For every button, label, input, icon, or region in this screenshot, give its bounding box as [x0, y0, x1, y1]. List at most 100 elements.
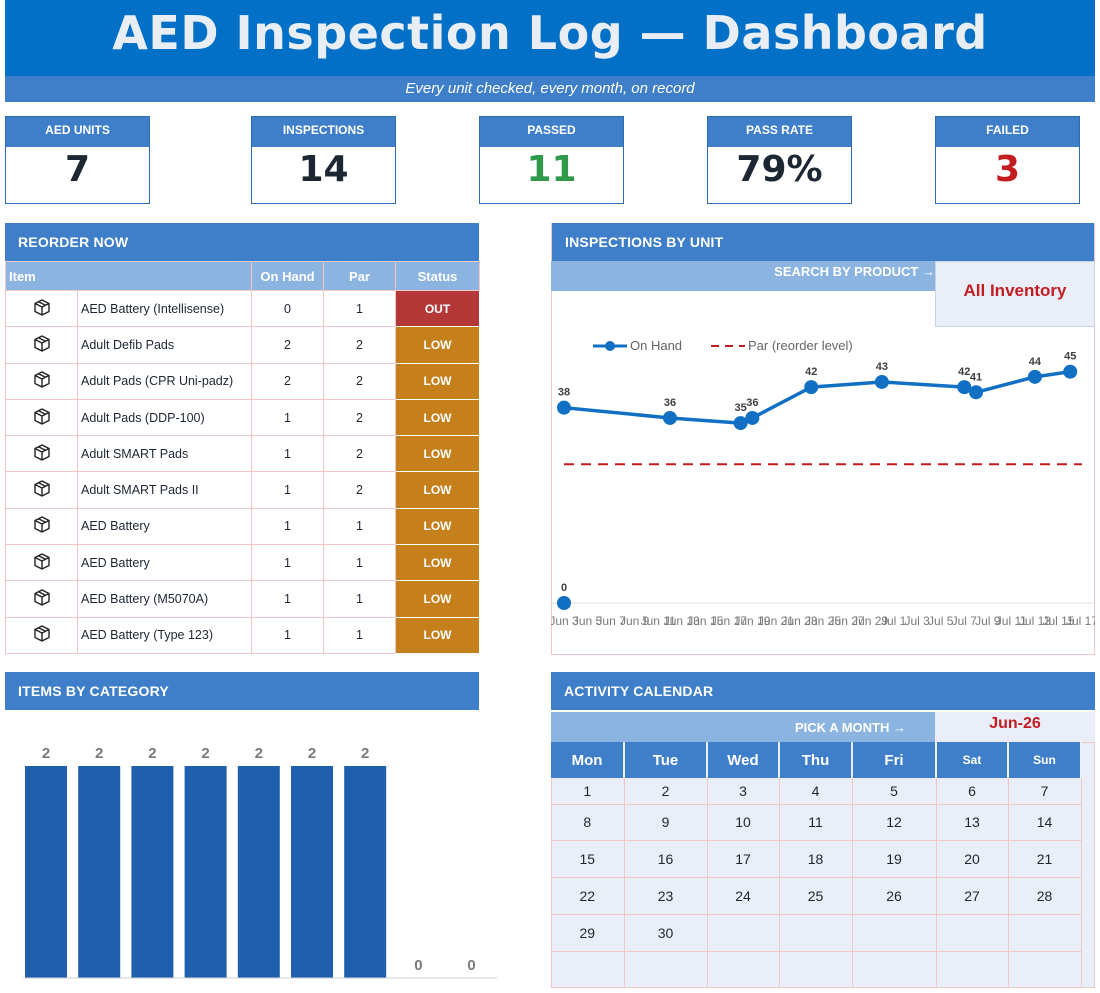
on-hand-point[interactable] [1063, 364, 1078, 379]
on-hand-data-label: 43 [876, 361, 888, 373]
reorder-item-name: AED Battery (Type 123) [76, 616, 253, 654]
on-hand-point[interactable] [557, 400, 571, 415]
calendar-day-cell[interactable]: 15 [551, 840, 625, 879]
calendar-day-cell[interactable]: 27 [936, 877, 1009, 915]
on-hand-data-label: 44 [1029, 356, 1042, 368]
category-bar[interactable] [291, 766, 333, 978]
reorder-header-row: Item On Hand Par Status [4, 261, 481, 291]
reorder-status-badge: LOW [395, 544, 481, 582]
category-bar[interactable] [131, 766, 174, 978]
category-bar[interactable] [237, 766, 280, 978]
kpi-label: FAILED [936, 117, 1079, 147]
calendar-day-cell[interactable]: 4 [779, 778, 853, 805]
x-tick-label: Jun 13 [664, 614, 700, 628]
calendar-day-cell[interactable]: 28 [1008, 877, 1082, 915]
calendar-day-cell[interactable]: 14 [1008, 804, 1082, 842]
calendar-day-cell[interactable]: 20 [936, 840, 1009, 879]
x-tick-label: Jun 21 [758, 614, 794, 628]
reorder-row[interactable]: AED Battery (Intellisense) 0 1 OUT [5, 289, 481, 328]
calendar-day-cell[interactable]: 10 [707, 804, 780, 842]
col-header-item[interactable]: Item [4, 261, 253, 291]
reorder-row[interactable]: Adult SMART Pads II 1 2 LOW [5, 471, 481, 509]
on-hand-point[interactable] [804, 380, 819, 395]
reorder-row[interactable]: AED Battery 1 1 LOW [5, 544, 481, 582]
x-tick-label: Jul 3 [905, 614, 931, 628]
on-hand-data-label: 36 [746, 397, 758, 409]
on-hand-point[interactable] [745, 410, 760, 425]
reorder-row[interactable]: Adult Pads (CPR Uni-padz) 2 2 LOW [5, 362, 481, 400]
inspections-by-unit-panel: INSPECTIONS BY UNIT [551, 223, 1095, 655]
on-hand-point[interactable] [733, 416, 748, 431]
calendar-day-cell[interactable]: 8 [551, 804, 625, 842]
on-hand-point[interactable] [1027, 369, 1042, 384]
calendar-day-cell[interactable]: 17 [707, 840, 780, 879]
reorder-par: 2 [323, 326, 397, 364]
reorder-icon-cell [5, 362, 78, 400]
category-bar[interactable] [344, 766, 387, 978]
calendar-day-cell[interactable]: 16 [624, 840, 708, 879]
calendar-day-cell[interactable]: 12 [852, 804, 937, 842]
calendar-day-cell[interactable]: 5 [852, 778, 937, 805]
on-hand-point[interactable] [874, 374, 889, 389]
calendar-day-cell[interactable]: 24 [707, 877, 780, 915]
product-search-select[interactable]: All Inventory [935, 261, 1095, 327]
kpi-failed: FAILED 3 [935, 116, 1080, 204]
on-hand-point[interactable] [957, 380, 972, 395]
calendar-day-cell[interactable]: 1 [551, 778, 625, 805]
x-tick-label: Jul 13 [1019, 614, 1051, 628]
reorder-on-hand: 1 [251, 580, 325, 618]
legend-on-hand-marker [605, 341, 615, 351]
x-tick-label: Jun 25 [805, 614, 841, 628]
calendar-day-cell[interactable]: 7 [1008, 778, 1082, 805]
calendar-day-cell[interactable]: 19 [852, 840, 937, 879]
category-bar[interactable] [184, 766, 227, 978]
on-hand-point[interactable] [969, 385, 984, 400]
category-bar[interactable] [78, 766, 121, 978]
category-bar-label: 0 [414, 957, 422, 974]
category-bar-label: 2 [308, 745, 316, 762]
reorder-row[interactable]: AED Battery 1 1 LOW [5, 507, 481, 546]
month-select[interactable]: Jun-26 [935, 712, 1095, 742]
calendar-day-cell[interactable]: 13 [936, 804, 1009, 842]
col-header-on-hand[interactable]: On Hand [251, 261, 325, 291]
calendar-day-cell[interactable]: 21 [1008, 840, 1082, 879]
x-tick-label: Jun 5 [573, 614, 603, 628]
calendar-day-cell[interactable]: 30 [624, 914, 708, 952]
reorder-row[interactable]: Adult Pads (DDP-100) 1 2 LOW [5, 398, 481, 437]
calendar-day-cell[interactable]: 23 [624, 877, 708, 915]
reorder-row[interactable]: Adult SMART Pads 1 2 LOW [5, 435, 481, 473]
reorder-par: 2 [323, 435, 397, 473]
reorder-row[interactable]: Adult Defib Pads 2 2 LOW [5, 326, 481, 364]
calendar-day-cell[interactable]: 11 [779, 804, 853, 842]
calendar-day-cell[interactable]: 6 [936, 778, 1009, 805]
reorder-icon-cell [5, 544, 78, 582]
reorder-on-hand: 1 [251, 544, 325, 582]
category-bar[interactable] [25, 766, 67, 978]
reorder-row[interactable]: AED Battery (Type 123) 1 1 LOW [5, 616, 481, 654]
calendar-day-cell[interactable]: 29 [551, 914, 625, 952]
calendar-day-cell[interactable]: 26 [852, 877, 937, 915]
on-hand-point[interactable] [557, 596, 571, 610]
reorder-row[interactable]: AED Battery (M5070A) 1 1 LOW [5, 580, 481, 618]
calendar-day-cell[interactable]: 18 [779, 840, 853, 879]
col-header-par[interactable]: Par [323, 261, 397, 291]
calendar-day-cell[interactable]: 3 [707, 778, 780, 805]
on-hand-data-label: 36 [664, 397, 676, 409]
calendar-day-cell [936, 914, 1009, 952]
reorder-status-badge: LOW [395, 435, 481, 473]
on-hand-point[interactable] [662, 410, 677, 425]
calendar-day-cell[interactable]: 9 [624, 804, 708, 842]
reorder-status-badge: LOW [395, 471, 481, 509]
calendar-day-cell[interactable]: 2 [624, 778, 708, 805]
reorder-status-badge: OUT [395, 289, 481, 328]
calendar-day-cell[interactable]: 25 [779, 877, 853, 915]
calendar-day-cell [707, 951, 780, 989]
calendar-day-cell[interactable]: 22 [551, 877, 625, 915]
x-tick-label: Jun 15 [687, 614, 723, 628]
reorder-item-name: Adult Pads (DDP-100) [76, 398, 253, 437]
kpi-label: PASS RATE [708, 117, 851, 147]
reorder-on-hand: 1 [251, 398, 325, 437]
reorder-par: 1 [323, 289, 397, 328]
col-header-status[interactable]: Status [395, 261, 481, 291]
